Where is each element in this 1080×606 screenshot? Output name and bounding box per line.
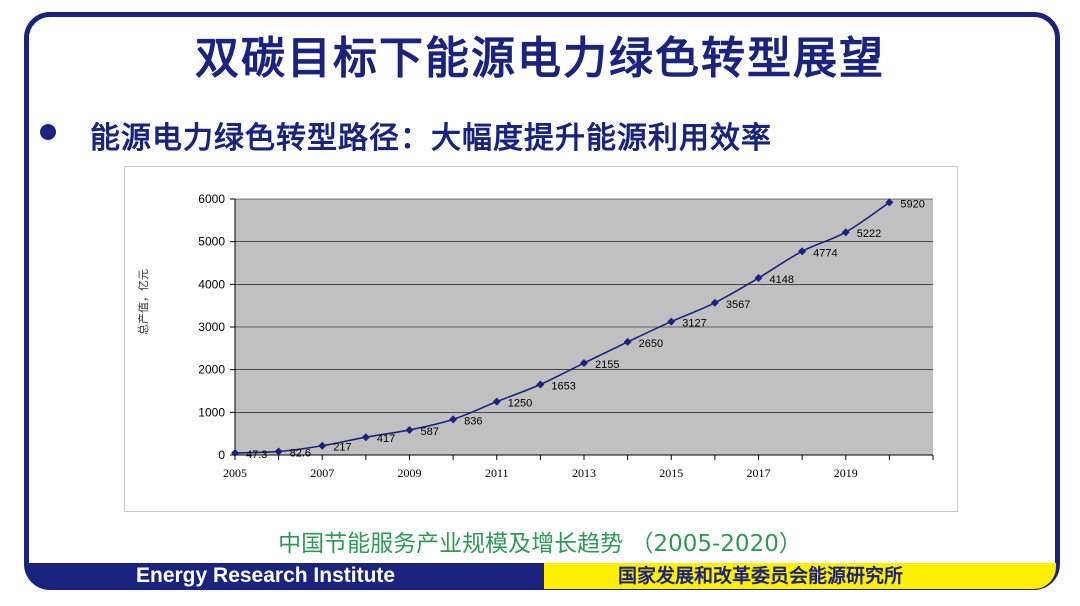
chart-container: 0 1000 2000 3000 4000 5000 6000 2005 2007 2009 20… (124, 166, 958, 512)
data-label: 3567 (726, 299, 750, 311)
data-point (667, 317, 676, 326)
footer-institute-zh: 国家发展和改革委员会能源研究所 (544, 563, 1056, 589)
x-tick-label: 2009 (398, 466, 422, 480)
data-label: 836 (464, 415, 482, 427)
data-point (361, 433, 370, 442)
y-tick-label: 3000 (198, 320, 225, 334)
data-label: 1250 (508, 398, 532, 410)
x-tick-label: 2007 (310, 466, 334, 480)
data-point (405, 425, 414, 434)
data-point (231, 448, 239, 457)
data-label: 3127 (682, 318, 706, 330)
y-tick-label: 1000 (198, 405, 225, 419)
data-label: 587 (421, 426, 439, 438)
x-tick-label: 2017 (747, 466, 771, 480)
footer-institute-en: Energy Research Institute (28, 563, 544, 589)
slide-title: 双碳目标下能源电力绿色转型展望 (195, 33, 885, 84)
data-point (492, 397, 501, 406)
chart-caption: 中国节能服务产业规模及增长趋势 （2005-2020） (278, 531, 802, 557)
data-label: 5920 (900, 198, 924, 210)
data-point (798, 247, 807, 256)
x-tick-label: 2013 (572, 466, 596, 480)
slide-subtitle: 能源电力绿色转型路径：大幅度提升能源利用效率 (90, 121, 772, 156)
y-tick-label: 6000 (198, 192, 225, 206)
data-point (318, 441, 327, 450)
data-label: 2155 (595, 359, 619, 371)
data-point (623, 337, 632, 346)
data-label: 2650 (639, 338, 663, 350)
line-chart: 0 1000 2000 3000 4000 5000 6000 2005 2007 2009 20… (136, 192, 934, 480)
data-label: 217 (333, 442, 351, 454)
data-point (710, 298, 719, 307)
y-tick-label: 4000 (198, 277, 225, 291)
data-label: 5222 (857, 228, 881, 240)
data-point (754, 274, 763, 283)
data-point (841, 228, 850, 237)
data-point (580, 359, 588, 368)
x-tick-label: 2019 (834, 466, 858, 480)
data-point (536, 380, 545, 389)
data-label: 417 (377, 433, 395, 445)
x-tick-label: 2005 (223, 466, 247, 480)
data-label: 4148 (770, 274, 794, 286)
data-label: 4774 (813, 247, 837, 259)
y-tick-label: 2000 (198, 363, 225, 377)
y-tick-label: 5000 (198, 235, 225, 249)
x-tick-label: 2015 (659, 466, 683, 480)
bullet-icon (40, 124, 56, 140)
data-label: 82.6 (290, 447, 311, 459)
data-label: 1653 (551, 380, 575, 392)
series-line (234, 201, 890, 454)
x-tick-label: 2011 (485, 466, 509, 480)
data-point (449, 415, 458, 424)
y-axis-label: 总产值，亿元 (136, 269, 150, 335)
y-tick-label: 0 (218, 448, 225, 462)
data-label: 47.3 (246, 449, 267, 461)
data-point (274, 447, 283, 456)
data-point (885, 198, 894, 207)
